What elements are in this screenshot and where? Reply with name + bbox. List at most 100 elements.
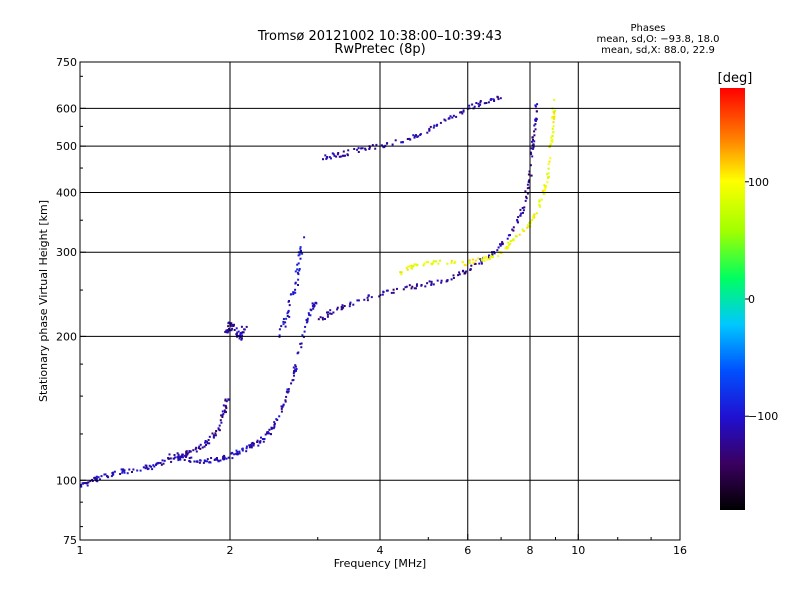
scatter-point [123, 469, 126, 472]
scatter-point [553, 111, 556, 114]
scatter-point [547, 172, 550, 175]
scatter-point [529, 220, 532, 223]
scatter-point [340, 155, 343, 158]
scatter-point [550, 140, 553, 142]
scatter-point [408, 137, 411, 140]
scatter-point [378, 295, 381, 298]
scatter-point [296, 271, 299, 274]
y-axis-label: Stationary phase Virtual Height [km] [37, 200, 50, 402]
scatter-point [322, 158, 324, 161]
scatter-point [480, 262, 483, 265]
x-axis-label: Frequency [MHz] [334, 557, 426, 570]
phases-x-stats: mean, sd,X: 88.0, 22.9 [601, 45, 715, 56]
scatter-point [458, 271, 461, 274]
scatter-point [224, 405, 227, 408]
scatter-point [432, 261, 435, 264]
scatter-point [226, 329, 229, 332]
scatter-point [349, 303, 352, 306]
scatter-point [551, 135, 554, 138]
scatter-point [497, 246, 500, 249]
scatter-point [458, 273, 461, 276]
scatter-point [392, 288, 395, 291]
scatter-point [459, 111, 462, 114]
scatter-point [215, 430, 218, 432]
scatter-point [301, 334, 304, 337]
scatter-point [425, 261, 428, 264]
scatter-point [230, 329, 233, 332]
scatter-point [453, 262, 456, 265]
scatter-point [509, 234, 511, 237]
scatter-point [225, 329, 228, 332]
scatter-point [344, 154, 346, 157]
scatter-point [380, 144, 383, 147]
scatter-point [432, 260, 435, 263]
scatter-point [291, 379, 294, 382]
scatter-point [282, 323, 285, 326]
scatter-point [210, 457, 213, 459]
scatter-point [245, 325, 248, 328]
scatter-point [415, 284, 418, 287]
scatter-point [366, 296, 369, 299]
scatter-point [303, 236, 306, 239]
scatter-point [435, 124, 438, 127]
scatter-point [319, 316, 322, 319]
scatter-point [415, 134, 417, 137]
scatter-point [433, 124, 436, 127]
scatter-point [412, 265, 415, 268]
scatter-point [173, 454, 176, 456]
scatter-point [409, 265, 411, 268]
scatter-point [273, 425, 276, 428]
scatter-point [282, 404, 285, 407]
scatter-point [206, 460, 208, 463]
scatter-point [347, 149, 350, 152]
scatter-point [540, 198, 543, 201]
scatter-point [241, 334, 244, 337]
scatter-point [368, 148, 371, 150]
scatter-point [195, 450, 198, 453]
scatter-point [177, 457, 180, 460]
scatter-point [532, 143, 535, 146]
scatter-point [330, 312, 333, 315]
scatter-point [245, 447, 248, 450]
scatter-point [535, 110, 538, 113]
scatter-point [452, 114, 455, 117]
scatter-point [553, 115, 556, 118]
scatter-point [487, 101, 490, 104]
scatter-point [286, 312, 289, 315]
scatter-point [219, 419, 222, 422]
scatter-point [126, 472, 129, 475]
scatter-point [95, 477, 98, 480]
scatter-point [121, 471, 124, 474]
scatter-point [445, 280, 448, 283]
scatter-point [533, 140, 536, 143]
scatter-point [300, 346, 303, 349]
scatter-point [112, 473, 115, 476]
scatter-point [193, 460, 196, 463]
scatter-point [224, 330, 227, 333]
scatter-point [220, 421, 223, 424]
scatter-point [252, 443, 255, 446]
scatter-point [525, 197, 528, 200]
scatter-point [527, 224, 530, 227]
scatter-point [290, 293, 293, 296]
scatter-point [204, 441, 207, 444]
scatter-point [228, 328, 230, 330]
scatter-point [526, 226, 529, 229]
scatter-point [435, 260, 437, 263]
scatter-point [103, 473, 106, 476]
scatter-point [168, 453, 171, 456]
scatter-point [532, 147, 535, 150]
scatter-point [309, 314, 312, 317]
scatter-point [195, 460, 198, 463]
scatter-point [188, 457, 191, 460]
scatter-point [413, 136, 416, 139]
scatter-point [512, 226, 515, 229]
scatter-point [532, 214, 535, 217]
scatter-point [405, 267, 408, 269]
scatter-point [478, 262, 481, 265]
scatter-point [346, 153, 349, 156]
scatter-point [222, 458, 225, 461]
scatter-point [227, 321, 230, 324]
scatter-point [160, 463, 163, 466]
